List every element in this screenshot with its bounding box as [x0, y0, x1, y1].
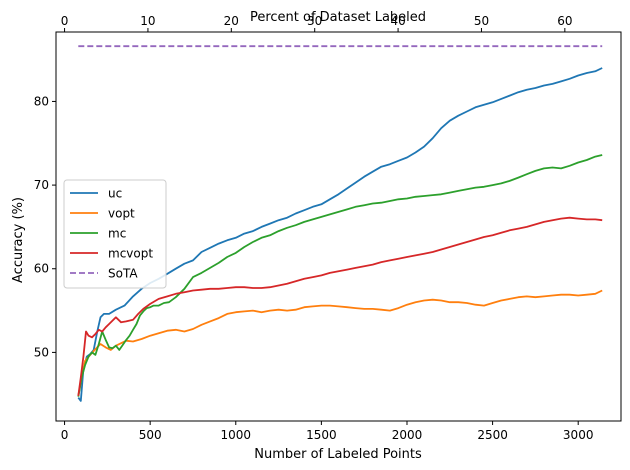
top-x-axis-label: Percent of Dataset Labeled — [250, 10, 426, 25]
axes: 0 500 1000 1500 2000 2500 3000 50 60 70 80 0 10 20 30 4… — [34, 14, 594, 442]
x-tick-label: 2500 — [477, 428, 508, 442]
legend-label: mcvopt — [108, 247, 153, 261]
top-x-tick-label: 60 — [557, 14, 572, 28]
x-tick-label: 500 — [139, 428, 162, 442]
y-tick-label: 50 — [34, 345, 49, 359]
series-line-mc — [77, 154, 603, 397]
top-x-tick-label: 40 — [390, 14, 405, 28]
y-tick-label: 70 — [34, 178, 49, 192]
top-x-tick-label: 10 — [140, 14, 155, 28]
series-line-uc — [77, 67, 603, 402]
legend-label: vopt — [108, 207, 135, 221]
legend-box — [63, 179, 167, 289]
x-tick-label: 3000 — [563, 428, 594, 442]
x-axis-label: Number of Labeled Points — [254, 447, 422, 462]
y-tick-label: 80 — [34, 94, 49, 108]
series-layer — [77, 45, 603, 402]
legend-label: uc — [108, 187, 122, 201]
series-line-vopt — [77, 289, 603, 397]
top-x-tick-label: 0 — [61, 14, 69, 28]
legend-label: mc — [108, 227, 126, 241]
legend-label: SoTA — [108, 267, 138, 281]
top-x-tick-label: 30 — [307, 14, 322, 28]
plot-border — [55, 31, 622, 422]
x-tick-label: 1000 — [220, 428, 251, 442]
x-tick-label: 2000 — [392, 428, 423, 442]
series-line-mcvopt — [77, 216, 603, 397]
x-tick-label: 0 — [61, 428, 69, 442]
y-axis-label: Accuracy (%) — [11, 197, 26, 283]
top-x-tick-label: 50 — [474, 14, 489, 28]
x-tick-label: 1500 — [306, 428, 337, 442]
y-tick-label: 60 — [34, 262, 49, 276]
plot-frame — [55, 31, 622, 422]
top-x-tick-label: 20 — [224, 14, 239, 28]
legend: uc vopt mc mcvopt SoTA — [63, 179, 167, 289]
